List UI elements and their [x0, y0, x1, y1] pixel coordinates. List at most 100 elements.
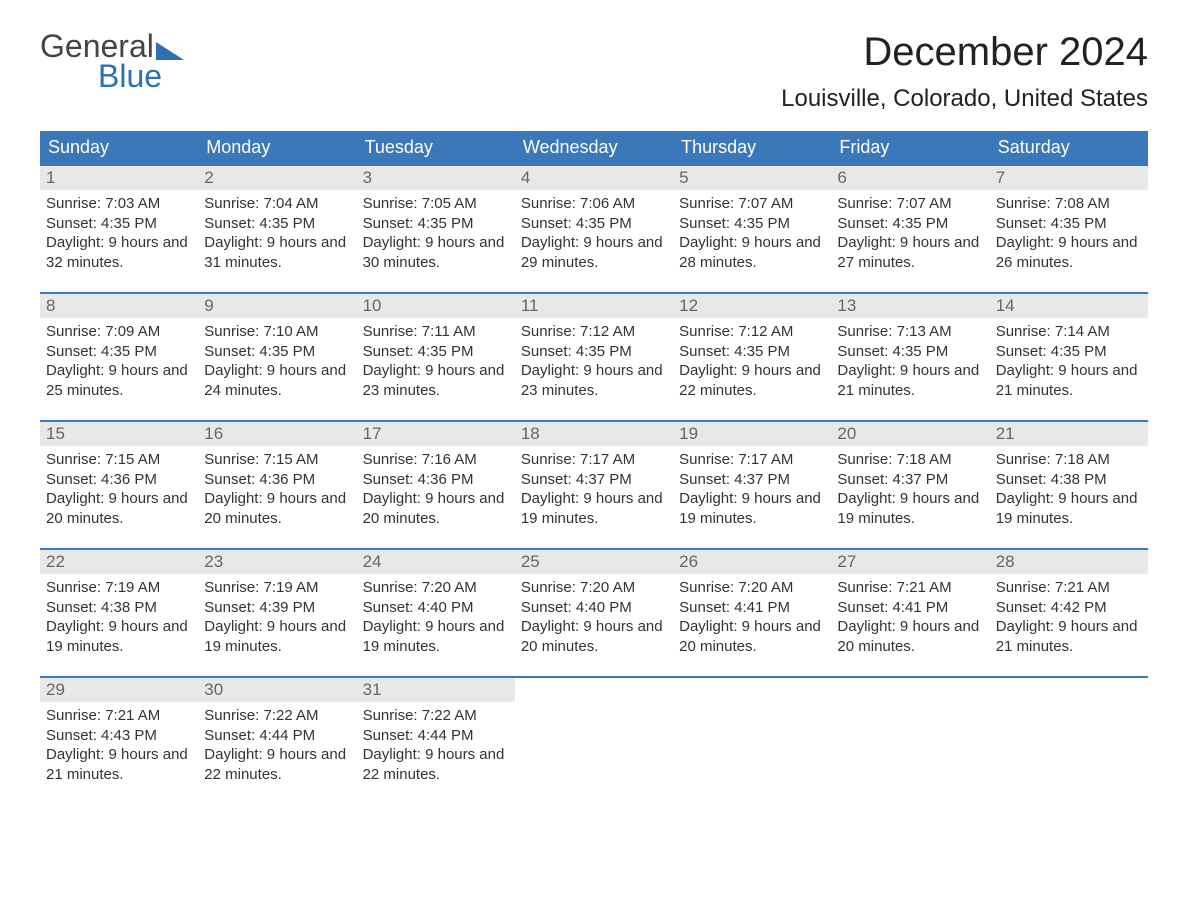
- calendar: SundayMondayTuesdayWednesdayThursdayFrid…: [40, 131, 1148, 790]
- day-number: 1: [40, 166, 198, 190]
- day-of-week-cell: Friday: [831, 131, 989, 164]
- day-number: 13: [831, 294, 989, 318]
- day-of-week-cell: Monday: [198, 131, 356, 164]
- sunrise-line: Sunrise: 7:13 AM: [837, 322, 983, 342]
- sunset-line: Sunset: 4:40 PM: [521, 598, 667, 618]
- calendar-day: 25Sunrise: 7:20 AMSunset: 4:40 PMDayligh…: [515, 550, 673, 662]
- day-number: 6: [831, 166, 989, 190]
- calendar-day: 6Sunrise: 7:07 AMSunset: 4:35 PMDaylight…: [831, 166, 989, 278]
- sunrise-line: Sunrise: 7:03 AM: [46, 194, 192, 214]
- sunset-line: Sunset: 4:35 PM: [363, 342, 509, 362]
- day-number: 21: [990, 422, 1148, 446]
- day-number: 5: [673, 166, 831, 190]
- day-number: 10: [357, 294, 515, 318]
- calendar-day: [990, 678, 1148, 790]
- daylight-line: Daylight: 9 hours and 19 minutes.: [837, 489, 983, 528]
- day-number: 30: [198, 678, 356, 702]
- sunset-line: Sunset: 4:40 PM: [363, 598, 509, 618]
- day-of-week-cell: Wednesday: [515, 131, 673, 164]
- sunset-line: Sunset: 4:35 PM: [521, 342, 667, 362]
- daylight-line: Daylight: 9 hours and 29 minutes.: [521, 233, 667, 272]
- daylight-line: Daylight: 9 hours and 26 minutes.: [996, 233, 1142, 272]
- day-details: Sunrise: 7:08 AMSunset: 4:35 PMDaylight:…: [990, 190, 1148, 278]
- daylight-line: Daylight: 9 hours and 22 minutes.: [204, 745, 350, 784]
- daylight-line: Daylight: 9 hours and 20 minutes.: [204, 489, 350, 528]
- day-details: Sunrise: 7:15 AMSunset: 4:36 PMDaylight:…: [40, 446, 198, 534]
- day-details: Sunrise: 7:04 AMSunset: 4:35 PMDaylight:…: [198, 190, 356, 278]
- daylight-line: Daylight: 9 hours and 19 minutes.: [363, 617, 509, 656]
- sunset-line: Sunset: 4:37 PM: [837, 470, 983, 490]
- calendar-day: 9Sunrise: 7:10 AMSunset: 4:35 PMDaylight…: [198, 294, 356, 406]
- sunset-line: Sunset: 4:35 PM: [837, 342, 983, 362]
- sunrise-line: Sunrise: 7:21 AM: [996, 578, 1142, 598]
- calendar-day: 18Sunrise: 7:17 AMSunset: 4:37 PMDayligh…: [515, 422, 673, 534]
- day-details: Sunrise: 7:03 AMSunset: 4:35 PMDaylight:…: [40, 190, 198, 278]
- day-number: [673, 678, 831, 702]
- sunrise-line: Sunrise: 7:17 AM: [679, 450, 825, 470]
- day-number: 8: [40, 294, 198, 318]
- calendar-day: 13Sunrise: 7:13 AMSunset: 4:35 PMDayligh…: [831, 294, 989, 406]
- sunset-line: Sunset: 4:38 PM: [46, 598, 192, 618]
- day-number: 20: [831, 422, 989, 446]
- sunset-line: Sunset: 4:35 PM: [996, 214, 1142, 234]
- calendar-week: 22Sunrise: 7:19 AMSunset: 4:38 PMDayligh…: [40, 548, 1148, 662]
- calendar-day: [673, 678, 831, 790]
- day-details: [515, 702, 673, 712]
- day-details: Sunrise: 7:07 AMSunset: 4:35 PMDaylight:…: [673, 190, 831, 278]
- calendar-day: 20Sunrise: 7:18 AMSunset: 4:37 PMDayligh…: [831, 422, 989, 534]
- day-details: [831, 702, 989, 712]
- daylight-line: Daylight: 9 hours and 31 minutes.: [204, 233, 350, 272]
- calendar-day: 2Sunrise: 7:04 AMSunset: 4:35 PMDaylight…: [198, 166, 356, 278]
- day-of-week-cell: Tuesday: [357, 131, 515, 164]
- daylight-line: Daylight: 9 hours and 19 minutes.: [679, 489, 825, 528]
- day-details: Sunrise: 7:09 AMSunset: 4:35 PMDaylight:…: [40, 318, 198, 406]
- sunset-line: Sunset: 4:35 PM: [46, 214, 192, 234]
- calendar-week: 15Sunrise: 7:15 AMSunset: 4:36 PMDayligh…: [40, 420, 1148, 534]
- day-number: 16: [198, 422, 356, 446]
- sunset-line: Sunset: 4:37 PM: [521, 470, 667, 490]
- day-number: [515, 678, 673, 702]
- day-number: 27: [831, 550, 989, 574]
- daylight-line: Daylight: 9 hours and 30 minutes.: [363, 233, 509, 272]
- day-details: Sunrise: 7:20 AMSunset: 4:41 PMDaylight:…: [673, 574, 831, 662]
- day-number: 24: [357, 550, 515, 574]
- day-details: Sunrise: 7:07 AMSunset: 4:35 PMDaylight:…: [831, 190, 989, 278]
- calendar-day: 1Sunrise: 7:03 AMSunset: 4:35 PMDaylight…: [40, 166, 198, 278]
- daylight-line: Daylight: 9 hours and 20 minutes.: [363, 489, 509, 528]
- sunset-line: Sunset: 4:35 PM: [204, 342, 350, 362]
- day-details: Sunrise: 7:11 AMSunset: 4:35 PMDaylight:…: [357, 318, 515, 406]
- daylight-line: Daylight: 9 hours and 23 minutes.: [363, 361, 509, 400]
- day-number: 17: [357, 422, 515, 446]
- sunset-line: Sunset: 4:35 PM: [679, 214, 825, 234]
- day-details: Sunrise: 7:20 AMSunset: 4:40 PMDaylight:…: [357, 574, 515, 662]
- sunset-line: Sunset: 4:35 PM: [521, 214, 667, 234]
- calendar-day: 24Sunrise: 7:20 AMSunset: 4:40 PMDayligh…: [357, 550, 515, 662]
- day-details: Sunrise: 7:17 AMSunset: 4:37 PMDaylight:…: [673, 446, 831, 534]
- sunrise-line: Sunrise: 7:05 AM: [363, 194, 509, 214]
- day-number: 11: [515, 294, 673, 318]
- sunset-line: Sunset: 4:35 PM: [204, 214, 350, 234]
- day-details: Sunrise: 7:21 AMSunset: 4:43 PMDaylight:…: [40, 702, 198, 790]
- day-of-week-cell: Thursday: [673, 131, 831, 164]
- day-number: 22: [40, 550, 198, 574]
- day-details: Sunrise: 7:21 AMSunset: 4:41 PMDaylight:…: [831, 574, 989, 662]
- calendar-day: 29Sunrise: 7:21 AMSunset: 4:43 PMDayligh…: [40, 678, 198, 790]
- day-details: Sunrise: 7:12 AMSunset: 4:35 PMDaylight:…: [515, 318, 673, 406]
- day-details: Sunrise: 7:19 AMSunset: 4:38 PMDaylight:…: [40, 574, 198, 662]
- calendar-day: 3Sunrise: 7:05 AMSunset: 4:35 PMDaylight…: [357, 166, 515, 278]
- daylight-line: Daylight: 9 hours and 19 minutes.: [521, 489, 667, 528]
- day-details: Sunrise: 7:22 AMSunset: 4:44 PMDaylight:…: [198, 702, 356, 790]
- day-number: [831, 678, 989, 702]
- daylight-line: Daylight: 9 hours and 20 minutes.: [679, 617, 825, 656]
- day-number: 9: [198, 294, 356, 318]
- daylight-line: Daylight: 9 hours and 24 minutes.: [204, 361, 350, 400]
- day-details: Sunrise: 7:14 AMSunset: 4:35 PMDaylight:…: [990, 318, 1148, 406]
- sunrise-line: Sunrise: 7:18 AM: [996, 450, 1142, 470]
- calendar-day: 4Sunrise: 7:06 AMSunset: 4:35 PMDaylight…: [515, 166, 673, 278]
- daylight-line: Daylight: 9 hours and 21 minutes.: [46, 745, 192, 784]
- day-details: Sunrise: 7:17 AMSunset: 4:37 PMDaylight:…: [515, 446, 673, 534]
- day-details: Sunrise: 7:18 AMSunset: 4:38 PMDaylight:…: [990, 446, 1148, 534]
- sunset-line: Sunset: 4:36 PM: [204, 470, 350, 490]
- day-details: Sunrise: 7:16 AMSunset: 4:36 PMDaylight:…: [357, 446, 515, 534]
- daylight-line: Daylight: 9 hours and 20 minutes.: [837, 617, 983, 656]
